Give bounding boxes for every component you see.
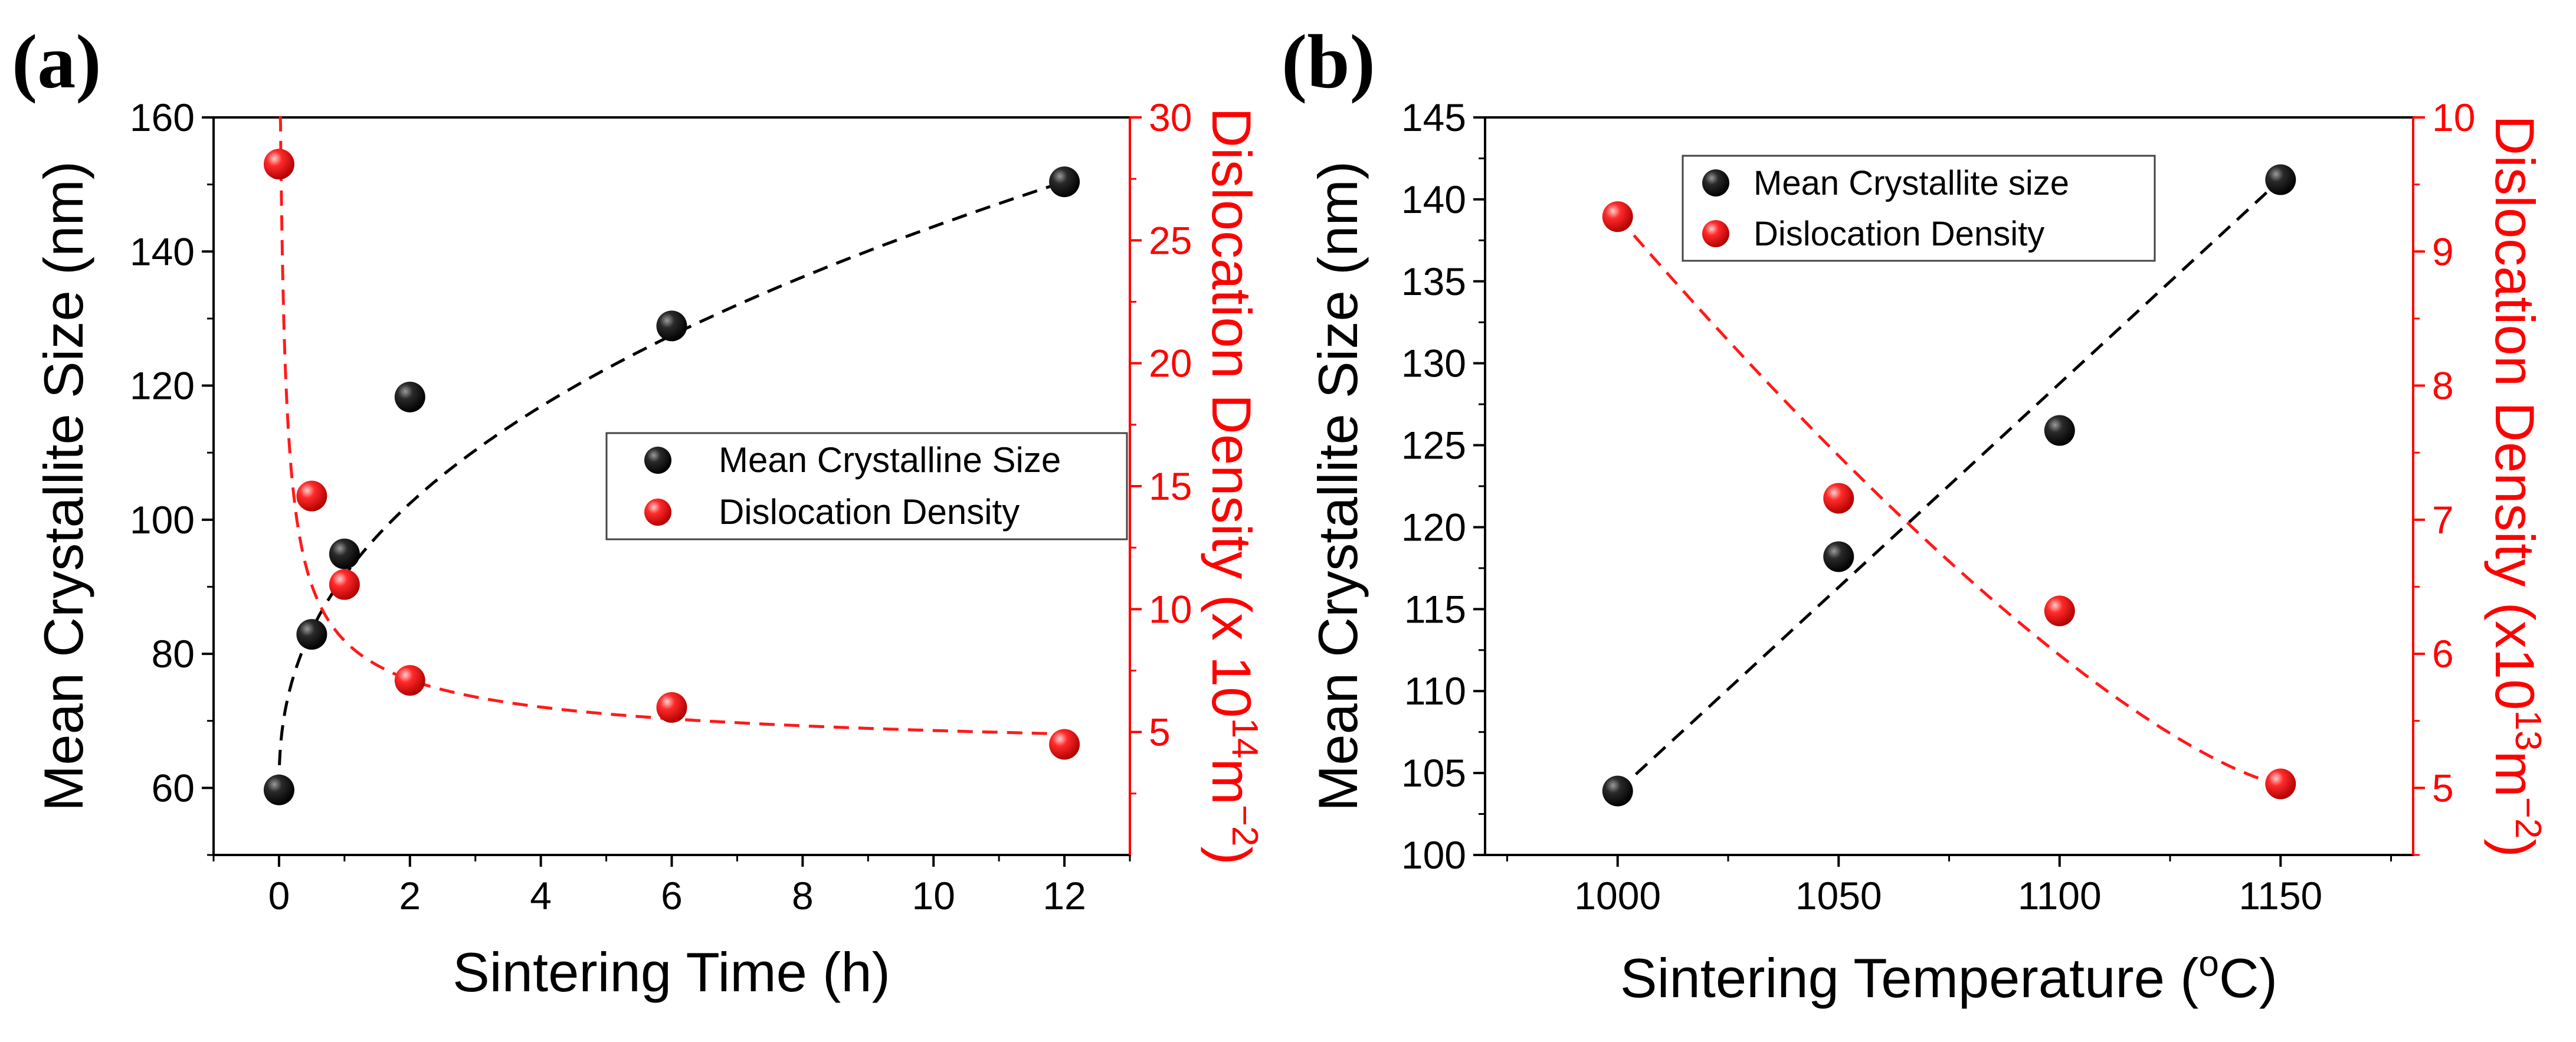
x-tick-label: 6: [661, 874, 683, 918]
x-tick-label: 1000: [1574, 874, 1661, 918]
dislocation-point: [1049, 729, 1080, 760]
dislocation-point: [2265, 768, 2296, 799]
crystallite-point: [2044, 415, 2075, 446]
panel-b-ylabel-right: Dislocation Density (x1013m−2): [2484, 115, 2548, 857]
crystallite-point: [2265, 164, 2296, 195]
x-tick-label: 1150: [2239, 874, 2322, 918]
crystallite-point: [656, 310, 687, 342]
y-left-tick-label: 60: [152, 766, 195, 810]
y-left-tick-label: 140: [130, 230, 195, 273]
panel-a-chart: 0 2 4 6 8 10 12 60 80 100 120 140 160 5 10 15 20 25 30 M…: [32, 96, 1265, 1003]
panel-a-legend: Mean Crystalline Size Dislocation Densit…: [605, 432, 1128, 540]
y-right-tick-label: 8: [2432, 364, 2454, 408]
dislocation-point: [1602, 201, 1633, 232]
x-tick-label: 4: [530, 874, 552, 918]
dislocation-point: [263, 149, 294, 180]
panel-b-legend-label-crystallite: Mean Crystallite size: [1754, 164, 2069, 202]
panel-a-dislocation-fit-line: [278, 116, 1065, 736]
y-right-tick-label: 7: [2432, 498, 2454, 542]
y-right-tick-label: 9: [2432, 230, 2454, 273]
y-left-tick-label: 130: [1401, 342, 1466, 385]
panel-b-chart: 1000 1050 1100 1150 10010511011512012513013…: [1307, 96, 2548, 1009]
y-left-tick-label: 135: [1401, 260, 1466, 303]
y-left-tick-label: 115: [1404, 587, 1466, 631]
y-right-tick-label: 30: [1149, 96, 1192, 139]
dislocation-point: [2044, 595, 2075, 627]
y-right-tick-label: 5: [2432, 766, 2454, 810]
panel-b-legend: Mean Crystallite size Dislocation Densit…: [1682, 155, 2156, 262]
dislocation-point: [1823, 483, 1854, 514]
x-tick-label: 10: [912, 874, 955, 918]
y-left-tick-label: 140: [1401, 178, 1466, 221]
y-right-tick-label: 10: [2432, 96, 2475, 139]
panel-a-ylabel-left: Mean Crystallite Size (nm): [32, 161, 94, 811]
y-left-tick-label: 80: [152, 632, 195, 676]
panel-b-ylabel-left: Mean Crystallite Size (nm): [1307, 161, 1369, 811]
y-left-tick-label: 125: [1401, 424, 1466, 467]
y-right-tick-label: 10: [1149, 587, 1192, 631]
y-left-tick-label: 110: [1404, 669, 1466, 713]
y-left-tick-label: 100: [130, 498, 195, 542]
x-tick-label: 0: [268, 874, 290, 918]
y-left-tick-label: 120: [130, 364, 195, 408]
panel-a-legend-label-crystallite: Mean Crystalline Size: [719, 440, 1061, 480]
panel-b-dislocation-fit-line: [1616, 215, 2281, 785]
y-right-tick-label: 25: [1149, 218, 1192, 262]
y-left-tick-label: 100: [1401, 833, 1466, 877]
panel-b-letter: (b): [1282, 19, 1375, 104]
y-left-tick-label: 120: [1401, 505, 1466, 549]
panel-b-legend-box: [1682, 155, 2156, 262]
panel-b-xlabel: Sintering Temperature (oC): [1620, 943, 2277, 1009]
crystallite-point: [1602, 775, 1633, 807]
x-tick-label: 12: [1043, 874, 1086, 918]
panel-a-ylabel-right: Dislocation Density (x 1014m−2): [1201, 107, 1265, 865]
x-tick-label: 2: [399, 874, 421, 918]
x-tick-label: 1050: [1795, 874, 1882, 918]
panel-a-xlabel: Sintering Time (h): [453, 941, 890, 1003]
panel-a-legend-marker-dislocation: [644, 499, 671, 526]
y-left-tick-label: 145: [1401, 96, 1466, 139]
y-left-tick-label: 105: [1401, 751, 1466, 795]
panel-b-legend-label-dislocation: Dislocation Density: [1754, 215, 2044, 253]
panel-a-legend-marker-crystallite: [644, 447, 671, 474]
dislocation-point: [329, 569, 360, 600]
dislocation-point: [656, 692, 687, 723]
x-tick-label: 8: [792, 874, 814, 918]
crystallite-point: [1823, 541, 1854, 572]
y-right-tick-label: 6: [2432, 632, 2454, 676]
panel-a-legend-label-dislocation: Dislocation Density: [719, 492, 1020, 532]
panel-b-legend-marker-crystallite: [1702, 169, 1729, 196]
y-right-tick-label: 5: [1149, 710, 1171, 754]
crystallite-point: [329, 538, 360, 569]
panel-a-legend-box: [605, 432, 1128, 540]
y-right-tick-label: 20: [1149, 342, 1192, 385]
y-left-tick-label: 160: [130, 96, 195, 139]
x-tick-label: 1100: [2018, 874, 2102, 918]
crystallite-point: [394, 381, 425, 412]
crystallite-point: [263, 774, 294, 805]
y-right-tick-label: 15: [1149, 464, 1192, 508]
panel-a-letter: (a): [12, 19, 101, 104]
crystallite-point: [1049, 166, 1080, 198]
crystallite-point: [296, 619, 327, 650]
dislocation-point: [394, 665, 425, 696]
panel-b-crystallite-fit-line: [1617, 178, 2282, 792]
dislocation-point: [296, 480, 327, 512]
panel-b-legend-marker-dislocation: [1702, 220, 1729, 247]
